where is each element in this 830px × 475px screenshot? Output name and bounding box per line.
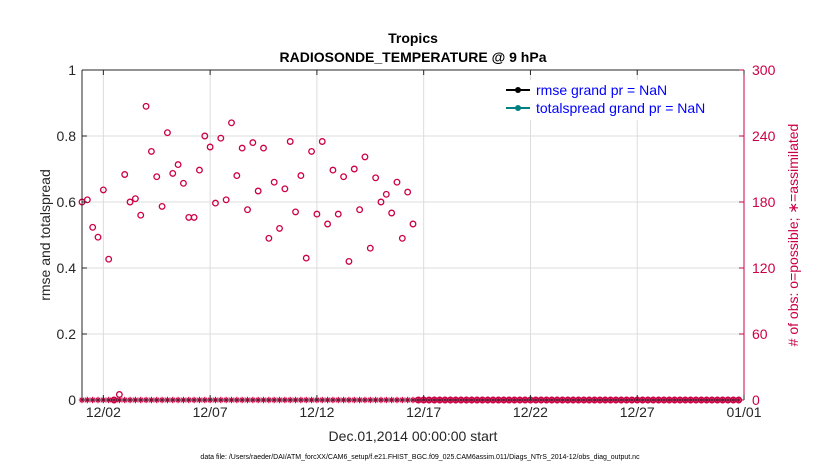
data-file-footnote: data file: /Users/raeder/DAI/ATM_forcXX/… [200, 454, 640, 461]
obs-possible-point [356, 206, 364, 214]
y-right-tick-label: 120 [752, 260, 776, 276]
obs-possible-point [340, 173, 348, 181]
obs-possible-point [147, 147, 155, 155]
obs-possible-point [94, 233, 102, 241]
obs-possible-point [281, 185, 289, 193]
x-tick-label: 12/22 [513, 404, 548, 420]
legend: rmse grand pr = NaN totalspread grand pr… [500, 80, 740, 120]
legend-spread-marker [515, 105, 521, 111]
obs-possible-point [404, 188, 412, 196]
obs-possible-point [163, 129, 171, 137]
y-left-tick-label: 0 [68, 392, 76, 408]
chart-subtitle: RADIOSONDE_TEMPERATURE @ 9 hPa [280, 49, 547, 65]
obs-possible-point [286, 138, 294, 145]
obs-possible-point [174, 161, 182, 169]
obs-possible-point [366, 244, 374, 252]
obs-possible-point [179, 179, 187, 187]
obs-possible-point [318, 138, 326, 145]
ticks: 12/02 12/07 12/12 12/17 12/22 12/27 01/0100.20… [57, 62, 776, 420]
chart-title: Tropics [388, 30, 438, 46]
y-right-tick-label: 240 [752, 128, 776, 144]
x-tick-label: 12/27 [620, 404, 655, 420]
plot-area [82, 70, 744, 400]
obs-possible-point [137, 211, 145, 219]
obs-possible-point [249, 139, 257, 147]
obs-possible-point [206, 143, 214, 151]
obs-possible-point [228, 119, 235, 127]
y-left-tick-label: 0.6 [57, 194, 77, 210]
obs-possible-point [350, 165, 358, 173]
obs-possible-point [222, 196, 230, 204]
obs-possible-point [276, 224, 283, 232]
obs-possible-point [382, 190, 390, 198]
obs-possible-point [238, 144, 246, 152]
obs-possible-point [270, 178, 278, 186]
obs-possible-point [83, 196, 91, 204]
obs-possible-point [105, 255, 113, 263]
obs-possible-point [292, 208, 299, 216]
obs-possible-point [260, 144, 267, 152]
y-axis-left-label: rmse and totalspread [37, 169, 53, 301]
x-axis-label: Dec.01,2014 00:00:00 start [329, 428, 498, 444]
obs-possible-point [126, 198, 134, 206]
obs-possible-point [169, 169, 177, 177]
obs-possible-point [190, 213, 198, 221]
y-right-tick-label: 0 [752, 392, 760, 408]
obs-possible-point [329, 166, 337, 174]
obs-possible-point [324, 220, 332, 228]
x-tick-label: 12/17 [406, 404, 441, 420]
obs-possible-point [409, 220, 417, 228]
obs-possible-point [302, 254, 310, 262]
obs-possible-point [254, 187, 262, 195]
obs-possible-point [196, 166, 203, 174]
obs-possible-point [372, 174, 380, 182]
legend-rmse-label: rmse grand pr = NaN [536, 82, 667, 98]
obs-possible-point [308, 147, 316, 155]
x-tick-label: 12/12 [299, 404, 334, 420]
y-left-tick-label: 0.4 [57, 260, 77, 276]
legend-box [500, 80, 740, 120]
obs-possible-point [388, 209, 396, 217]
obs-possible-point [121, 171, 129, 178]
y-right-tick-label: 60 [752, 326, 768, 342]
obs-possible-point [398, 234, 406, 242]
obs-possible-point [265, 234, 273, 242]
obs-possible-point [393, 178, 401, 186]
x-tick-label: 01/01 [726, 404, 761, 420]
y-right-tick-label: 180 [752, 194, 776, 210]
obs-possible-point [212, 199, 219, 207]
obs-possible-point [89, 223, 97, 231]
obs-possible-point [158, 202, 166, 210]
obs-possible-point [345, 257, 353, 265]
obs-possible-point [334, 210, 342, 218]
obs-possible-point [99, 186, 107, 194]
y-axis-right-label: # of obs: o=possible; ∗=assimilated [785, 124, 801, 347]
x-tick-label: 12/07 [193, 404, 228, 420]
y-left-tick-label: 1 [68, 62, 76, 78]
obs-possible-point [233, 172, 241, 180]
legend-rmse-marker [515, 87, 521, 93]
obs-possible-point [217, 134, 225, 142]
obs-possible-point [153, 173, 161, 181]
obs-possible-point [297, 172, 305, 180]
obs-possible-point [313, 210, 321, 218]
obs-possible-point [244, 206, 251, 214]
y-left-tick-label: 0.8 [57, 128, 77, 144]
obs-possible-point [377, 198, 385, 206]
obs-possible-point [131, 195, 139, 203]
obs-possible-point [201, 132, 209, 140]
obs-possible-point [361, 153, 369, 161]
x-tick-label: 12/02 [86, 404, 121, 420]
obs-possible-point [142, 102, 150, 110]
y-right-tick-label: 300 [752, 62, 776, 78]
legend-spread-label: totalspread grand pr = NaN [536, 100, 705, 116]
y-left-tick-label: 0.2 [57, 326, 77, 342]
